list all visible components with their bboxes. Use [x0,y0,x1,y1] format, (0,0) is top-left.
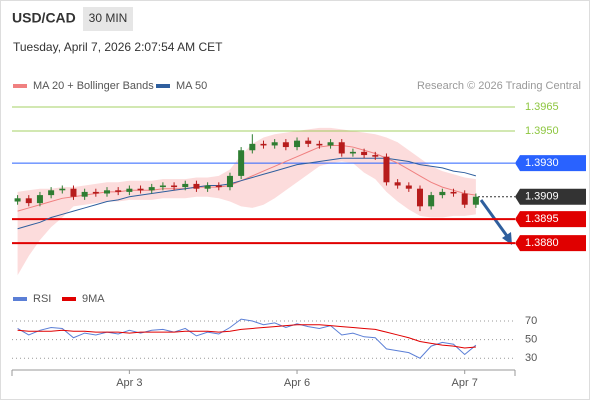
candle-body [461,193,468,205]
candle-body [271,142,278,146]
bollinger-band [17,127,476,276]
candle-body [104,190,111,194]
level-label: 1.3965 [525,101,559,113]
candle-body [14,198,21,202]
candle-body [394,182,401,186]
candle-body [204,185,211,189]
credit: Research © 2026 Trading Central [417,80,581,92]
level-label: 1.3950 [525,125,559,137]
candle-body [405,185,412,189]
legend-label: MA 20 + Bollinger Bands [33,80,154,92]
legend-swatch [13,297,27,301]
level-box [515,211,586,228]
candle-body [338,142,345,154]
level-label: 1.3880 [525,237,559,249]
legend-label: MA 50 [176,80,207,92]
level-label: 1.3930 [525,157,559,169]
forecast-arrow-head [502,232,512,245]
candle-body [159,185,166,188]
moving-average [17,157,477,230]
legend-swatch [156,84,170,88]
candle-body [215,185,222,188]
candle-body [70,188,77,197]
level-box [515,188,586,205]
candle-body [238,150,245,176]
candle-body [361,151,368,156]
candle-body [182,183,189,188]
candle-body [372,155,379,157]
candle-body [260,143,267,146]
candle-body [148,187,155,191]
candle-body [137,188,144,191]
timeframe: 30 MIN [89,11,128,25]
candle-body [428,195,435,207]
y-tick-label: 30 [525,352,537,364]
candle-body [416,188,423,207]
candle-body [439,191,446,196]
candle-body [92,191,99,194]
y-tick-label: 70 [525,315,537,327]
candle-body [349,151,356,154]
candle-body [171,185,178,188]
y-tick-label: 50 [525,334,537,346]
candle-body [226,175,233,188]
candle-body [81,191,88,197]
level-label: 1.3895 [525,213,559,225]
timestamp: Tuesday, April 7, 2026 2:07:54 AM CET [13,40,223,54]
legend-swatch [62,297,76,301]
indicator-line [17,324,476,349]
candle-body [305,140,312,144]
candle-body [115,190,122,192]
level-box [515,155,586,172]
symbol: USD/CAD [12,10,76,26]
candle-body [327,142,334,146]
candle-body [472,196,479,205]
candle-body [126,188,133,192]
candle-body [193,183,200,189]
indicator-line [17,318,477,359]
candle-body [25,198,32,204]
legend-swatch [13,84,27,88]
forecast-arrow [479,199,509,237]
x-tick-label: Apr 3 [116,377,142,389]
x-tick-label: Apr 6 [284,377,310,389]
x-tick-label: Apr 7 [452,377,478,389]
candle-body [36,195,43,204]
level-label: 1.3909 [525,191,559,203]
candle-body [282,142,289,148]
candle-body [294,140,301,148]
candle-body [48,190,55,196]
candle-body [383,156,390,183]
moving-average [17,144,476,212]
candle-body [316,143,323,146]
timeframe-box [83,7,133,31]
candle-body [249,143,256,151]
candle-body [59,188,66,191]
candle-body [450,191,457,194]
legend-label: RSI [33,293,51,305]
legend-label: 9MA [82,293,105,305]
level-box [515,235,586,252]
